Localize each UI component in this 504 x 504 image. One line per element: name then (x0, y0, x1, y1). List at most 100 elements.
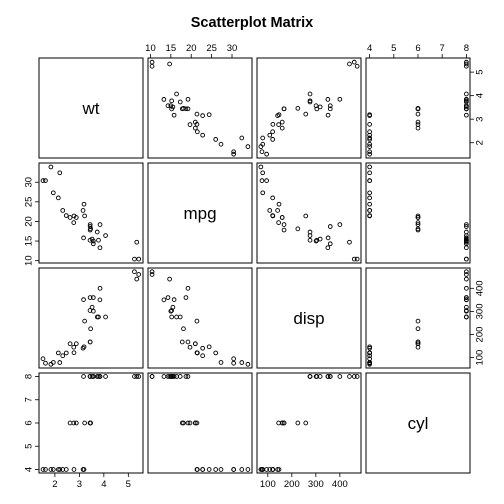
data-point (171, 374, 177, 379)
data-point (264, 151, 269, 157)
data-point (415, 227, 421, 233)
tick-label: 4 (101, 479, 106, 490)
data-point (464, 96, 469, 102)
data-point (307, 237, 313, 243)
data-point (206, 344, 212, 350)
data-point (55, 195, 61, 201)
data-point (81, 297, 86, 302)
panel-mpg-vs-disp (256, 162, 362, 264)
data-point (206, 467, 212, 472)
left-axis-cyl: 4 5 6 7 8 (24, 374, 40, 472)
data-point (90, 308, 96, 314)
data-point (464, 91, 469, 97)
panel-frame (38, 162, 144, 264)
data-point (50, 190, 56, 196)
data-point (185, 285, 191, 291)
data-point (464, 295, 469, 300)
data-point (40, 356, 46, 362)
data-point (71, 350, 77, 356)
tick-label: 5 (126, 479, 131, 490)
data-point (231, 151, 236, 157)
data-point (50, 467, 56, 472)
tick-label: 3 (77, 479, 82, 490)
data-point (307, 229, 313, 235)
data-point (239, 467, 245, 472)
data-point (267, 132, 273, 138)
data-point (303, 213, 309, 219)
tick-label: 400 (475, 280, 486, 296)
panel-frame (256, 162, 362, 264)
data-point (167, 276, 172, 282)
data-point (464, 269, 469, 275)
data-point (194, 420, 200, 426)
data-point (134, 374, 140, 379)
panel-frame (365, 372, 471, 474)
data-point (276, 220, 281, 225)
data-point (239, 135, 245, 141)
panel-frame (38, 372, 144, 474)
panel-frame (365, 162, 471, 264)
data-point (295, 226, 301, 232)
data-point (464, 285, 469, 291)
data-point (192, 125, 198, 131)
data-point (347, 61, 352, 67)
data-point (354, 374, 360, 379)
data-point (169, 98, 174, 104)
data-point (96, 314, 101, 320)
data-point (276, 122, 281, 127)
data-point (81, 201, 87, 207)
data-point (55, 350, 61, 356)
data-point (367, 144, 372, 149)
data-point (270, 213, 276, 219)
panel-disp-vs-disp: disp (256, 267, 362, 369)
data-point (50, 360, 56, 365)
data-point (367, 201, 372, 207)
data-point (192, 420, 198, 426)
tick-label: 15 (166, 43, 177, 54)
data-point (354, 256, 360, 262)
data-point (194, 318, 200, 324)
data-point (132, 269, 137, 275)
data-point (347, 374, 352, 379)
data-point (168, 308, 174, 314)
data-point (279, 215, 285, 220)
data-point (464, 245, 469, 251)
data-point (71, 467, 77, 472)
data-point (103, 233, 108, 238)
data-point (94, 229, 100, 235)
data-point (275, 208, 280, 213)
data-point (325, 97, 331, 102)
data-point (267, 467, 273, 472)
data-point (464, 276, 469, 282)
data-point (161, 297, 167, 303)
data-point (367, 345, 372, 351)
data-point (185, 374, 191, 379)
tick-label: 5 (24, 444, 35, 449)
tick-label: 6 (415, 43, 420, 54)
data-point (168, 103, 174, 109)
panel-wt-vs-cyl (365, 57, 471, 159)
data-point (136, 374, 142, 379)
data-point (327, 374, 333, 379)
variable-label-cyl: cyl (408, 414, 429, 433)
variable-label-wt: wt (82, 99, 100, 118)
data-point (367, 361, 372, 367)
tick-label: 4 (24, 467, 35, 472)
data-point (90, 374, 96, 379)
panel-mpg-vs-mpg: mpg (147, 162, 253, 264)
data-point (73, 420, 79, 426)
data-point (213, 137, 219, 142)
data-point (327, 241, 333, 247)
data-point (71, 213, 77, 219)
data-point (71, 220, 77, 225)
data-point (136, 272, 142, 277)
data-point (367, 356, 372, 362)
data-point (103, 374, 108, 379)
tick-label: 10 (145, 43, 156, 54)
data-point (367, 151, 372, 157)
data-point (169, 314, 174, 320)
data-point (57, 360, 63, 365)
data-point (464, 106, 469, 112)
bottom-axis-disp: 100 200 300 400 (260, 472, 348, 490)
data-point (194, 121, 200, 127)
